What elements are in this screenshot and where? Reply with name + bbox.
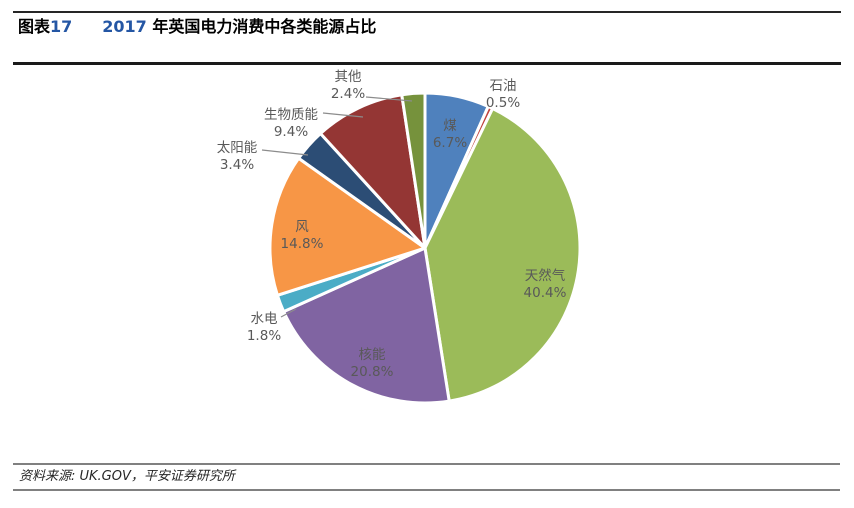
pie-label-other: 其他 2.4%: [331, 69, 365, 102]
pie-label-oil: 石油 0.5%: [486, 78, 520, 111]
leader-line-other: [365, 96, 413, 102]
figure-tag-prefix: 图表: [18, 17, 51, 36]
pie-label-solar: 太阳能 3.4%: [217, 140, 258, 173]
figure-tag-number: 17: [50, 17, 73, 36]
figure-title: 2017 年英国电力消费中各类能源占比: [102, 17, 376, 36]
figure-footer: 资料来源: UK.GOV，平安证券研究所: [13, 463, 840, 491]
figure-title-text: 年英国电力消费中各类能源占比: [146, 17, 377, 36]
pie-slice-biomass: [318, 93, 427, 250]
pie-slice-natural-gas: [423, 107, 582, 403]
pie-label-wind: 风 14.8%: [281, 219, 324, 252]
pie-label-coal: 煤 6.7%: [433, 118, 467, 151]
figure-title-year: 2017: [102, 17, 147, 36]
pie-label-nuclear: 核能 20.8%: [351, 347, 394, 380]
source-text: 资料来源: UK.GOV，平安证券研究所: [19, 469, 235, 484]
pie-label-hydro: 水电 1.8%: [247, 311, 281, 344]
leader-line-solar: [261, 149, 309, 156]
pie-slice-nuclear: [282, 246, 451, 405]
pie-slice-wind: [268, 156, 427, 297]
pie-label-biomass: 生物质能 9.4%: [264, 107, 318, 140]
leader-line-hydro: [280, 308, 297, 318]
pie-label-natural-gas: 天然气 40.4%: [524, 267, 567, 301]
pie-slice-other: [400, 91, 427, 250]
figure-header: 图表17 2017 年英国电力消费中各类能源占比: [13, 11, 841, 65]
leader-line-biomass: [322, 112, 364, 118]
figure-tag: 图表17: [18, 17, 72, 36]
